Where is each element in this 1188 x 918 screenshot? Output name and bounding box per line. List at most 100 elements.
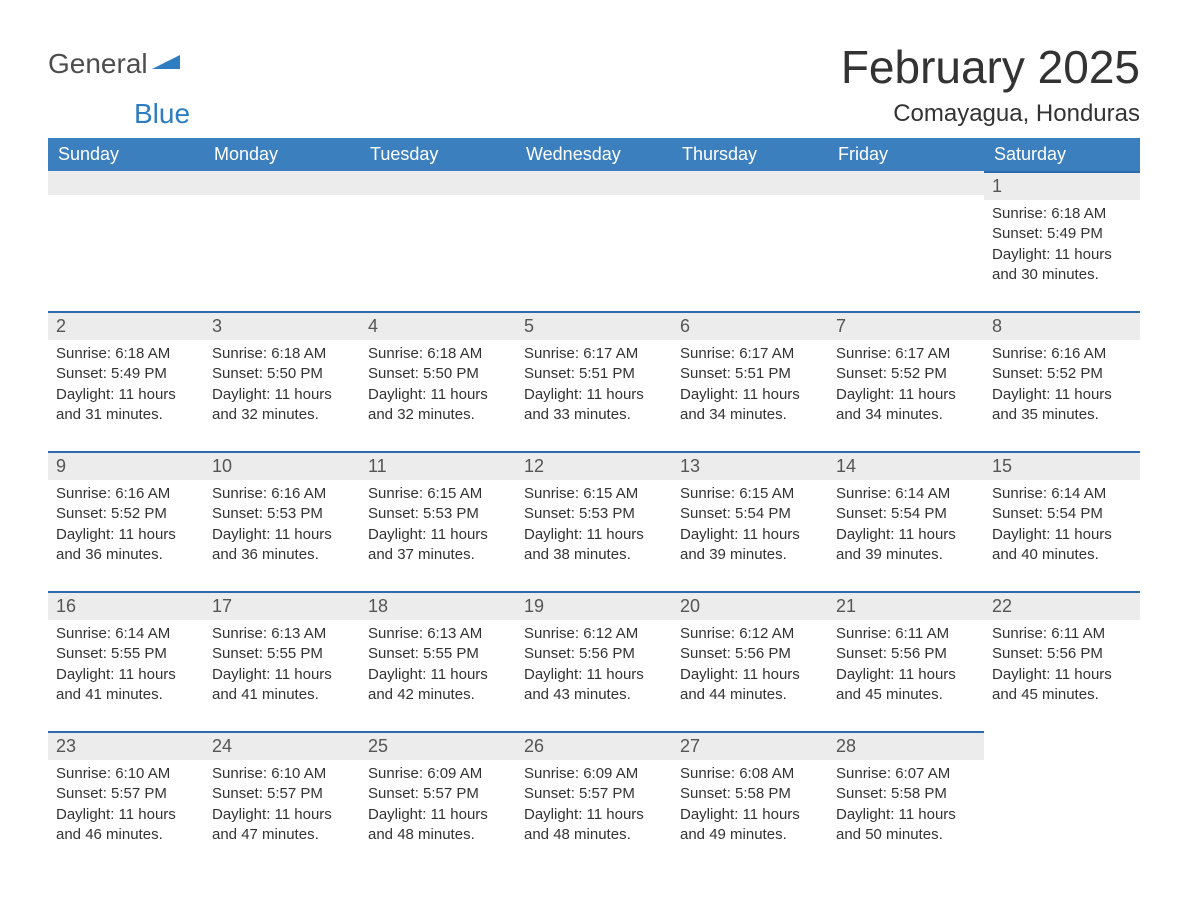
day-number: 28 [828,731,984,760]
day-number: 11 [360,451,516,480]
sunrise-line: Sunrise: 6:18 AM [212,344,352,364]
empty-day-band [516,171,672,195]
calendar-cell: 8Sunrise: 6:16 AMSunset: 5:52 PMDaylight… [984,311,1140,437]
day-details: Sunrise: 6:18 AMSunset: 5:50 PMDaylight:… [360,340,516,433]
page-subtitle: Comayagua, Honduras [841,100,1140,128]
day-number: 23 [48,731,204,760]
daylight-line: Daylight: 11 hours and 39 minutes. [680,525,820,566]
day-details: Sunrise: 6:16 AMSunset: 5:52 PMDaylight:… [984,340,1140,433]
day-details: Sunrise: 6:14 AMSunset: 5:54 PMDaylight:… [828,480,984,573]
sunrise-line: Sunrise: 6:10 AM [212,764,352,784]
calendar-cell: 17Sunrise: 6:13 AMSunset: 5:55 PMDayligh… [204,591,360,717]
sunset-line: Sunset: 5:54 PM [992,504,1132,524]
sunset-line: Sunset: 5:53 PM [212,504,352,524]
sunset-line: Sunset: 5:52 PM [56,504,196,524]
day-details: Sunrise: 6:18 AMSunset: 5:50 PMDaylight:… [204,340,360,433]
empty-day-band [48,171,204,195]
calendar-cell: 16Sunrise: 6:14 AMSunset: 5:55 PMDayligh… [48,591,204,717]
day-number: 8 [984,311,1140,340]
daylight-line: Daylight: 11 hours and 32 minutes. [212,385,352,426]
week-spacer [48,297,1140,311]
day-number: 20 [672,591,828,620]
sunrise-line: Sunrise: 6:17 AM [836,344,976,364]
daylight-line: Daylight: 11 hours and 44 minutes. [680,665,820,706]
daylight-line: Daylight: 11 hours and 48 minutes. [368,805,508,846]
daylight-line: Daylight: 11 hours and 30 minutes. [992,245,1132,286]
sunset-line: Sunset: 5:52 PM [992,364,1132,384]
column-header: Tuesday [360,138,516,171]
sunrise-line: Sunrise: 6:17 AM [524,344,664,364]
calendar-cell: 28Sunrise: 6:07 AMSunset: 5:58 PMDayligh… [828,731,984,857]
day-number: 2 [48,311,204,340]
sunset-line: Sunset: 5:57 PM [368,784,508,804]
daylight-line: Daylight: 11 hours and 42 minutes. [368,665,508,706]
day-details: Sunrise: 6:18 AMSunset: 5:49 PMDaylight:… [984,200,1140,293]
daylight-line: Daylight: 11 hours and 40 minutes. [992,525,1132,566]
calendar-cell: 7Sunrise: 6:17 AMSunset: 5:52 PMDaylight… [828,311,984,437]
logo-word-blue: Blue [134,98,190,129]
calendar-header-row: SundayMondayTuesdayWednesdayThursdayFrid… [48,138,1140,171]
day-details: Sunrise: 6:16 AMSunset: 5:52 PMDaylight:… [48,480,204,573]
empty-day-band [828,171,984,195]
sunrise-line: Sunrise: 6:15 AM [368,484,508,504]
calendar-cell: 19Sunrise: 6:12 AMSunset: 5:56 PMDayligh… [516,591,672,717]
sunrise-line: Sunrise: 6:09 AM [524,764,664,784]
day-number: 15 [984,451,1140,480]
sunset-line: Sunset: 5:55 PM [368,644,508,664]
day-details: Sunrise: 6:10 AMSunset: 5:57 PMDaylight:… [204,760,360,853]
column-header: Monday [204,138,360,171]
day-number: 14 [828,451,984,480]
calendar-table: SundayMondayTuesdayWednesdayThursdayFrid… [48,138,1140,857]
calendar-cell: 4Sunrise: 6:18 AMSunset: 5:50 PMDaylight… [360,311,516,437]
column-header: Friday [828,138,984,171]
sunset-line: Sunset: 5:56 PM [836,644,976,664]
calendar-cell: 2Sunrise: 6:18 AMSunset: 5:49 PMDaylight… [48,311,204,437]
sunrise-line: Sunrise: 6:18 AM [368,344,508,364]
calendar-cell [204,171,360,297]
day-number: 3 [204,311,360,340]
day-details: Sunrise: 6:15 AMSunset: 5:54 PMDaylight:… [672,480,828,573]
calendar-cell [828,171,984,297]
calendar-cell: 27Sunrise: 6:08 AMSunset: 5:58 PMDayligh… [672,731,828,857]
daylight-line: Daylight: 11 hours and 37 minutes. [368,525,508,566]
sunset-line: Sunset: 5:57 PM [56,784,196,804]
sunrise-line: Sunrise: 6:13 AM [368,624,508,644]
day-number: 18 [360,591,516,620]
sunset-line: Sunset: 5:49 PM [992,224,1132,244]
day-details: Sunrise: 6:08 AMSunset: 5:58 PMDaylight:… [672,760,828,853]
day-number: 25 [360,731,516,760]
calendar-cell [516,171,672,297]
sunrise-line: Sunrise: 6:15 AM [680,484,820,504]
daylight-line: Daylight: 11 hours and 46 minutes. [56,805,196,846]
day-details: Sunrise: 6:15 AMSunset: 5:53 PMDaylight:… [360,480,516,573]
daylight-line: Daylight: 11 hours and 33 minutes. [524,385,664,426]
calendar-cell: 20Sunrise: 6:12 AMSunset: 5:56 PMDayligh… [672,591,828,717]
day-details: Sunrise: 6:13 AMSunset: 5:55 PMDaylight:… [204,620,360,713]
sunrise-line: Sunrise: 6:18 AM [992,204,1132,224]
day-details: Sunrise: 6:10 AMSunset: 5:57 PMDaylight:… [48,760,204,853]
sunrise-line: Sunrise: 6:18 AM [56,344,196,364]
sunset-line: Sunset: 5:56 PM [992,644,1132,664]
calendar-week-row: 1Sunrise: 6:18 AMSunset: 5:49 PMDaylight… [48,171,1140,297]
empty-day-band [672,171,828,195]
daylight-line: Daylight: 11 hours and 34 minutes. [680,385,820,426]
daylight-line: Daylight: 11 hours and 49 minutes. [680,805,820,846]
calendar-cell: 14Sunrise: 6:14 AMSunset: 5:54 PMDayligh… [828,451,984,577]
column-header: Thursday [672,138,828,171]
day-number: 5 [516,311,672,340]
calendar-cell [984,731,1140,857]
day-details: Sunrise: 6:16 AMSunset: 5:53 PMDaylight:… [204,480,360,573]
sunrise-line: Sunrise: 6:16 AM [56,484,196,504]
day-details: Sunrise: 6:11 AMSunset: 5:56 PMDaylight:… [984,620,1140,713]
day-number: 7 [828,311,984,340]
daylight-line: Daylight: 11 hours and 34 minutes. [836,385,976,426]
day-details: Sunrise: 6:14 AMSunset: 5:55 PMDaylight:… [48,620,204,713]
daylight-line: Daylight: 11 hours and 36 minutes. [212,525,352,566]
column-header: Saturday [984,138,1140,171]
calendar-cell: 22Sunrise: 6:11 AMSunset: 5:56 PMDayligh… [984,591,1140,717]
calendar-week-row: 2Sunrise: 6:18 AMSunset: 5:49 PMDaylight… [48,311,1140,437]
calendar-cell: 23Sunrise: 6:10 AMSunset: 5:57 PMDayligh… [48,731,204,857]
logo: General [48,40,182,78]
day-number: 21 [828,591,984,620]
day-number: 17 [204,591,360,620]
